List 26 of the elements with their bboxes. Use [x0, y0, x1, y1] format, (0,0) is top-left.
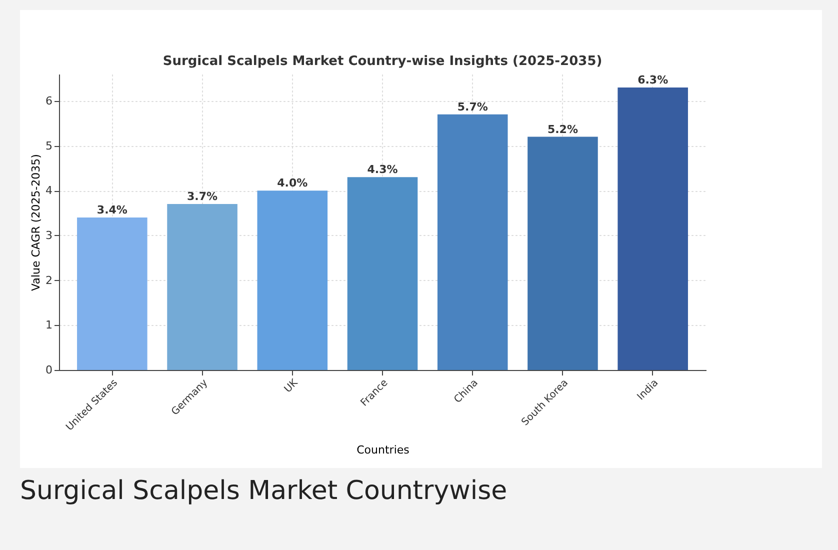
- y-tick-label: 5: [46, 139, 52, 152]
- bar: [528, 136, 598, 370]
- x-tick-label: UK: [282, 377, 300, 396]
- bar: [257, 190, 328, 370]
- y-tick-label: 4: [46, 184, 52, 198]
- data-label: 3.7%: [187, 190, 218, 204]
- y-tick-label: 1: [46, 318, 52, 332]
- data-label: 5.7%: [457, 100, 488, 114]
- bar: [347, 177, 418, 370]
- chart-title: Surgical Scalpels Market Country-wise Insights (2025-2035): [162, 54, 602, 69]
- bar: [167, 204, 238, 370]
- data-label: 4.0%: [277, 176, 308, 190]
- x-axis-title: Countries: [356, 443, 410, 456]
- y-axis-title: Value CAGR (2025-2035): [30, 154, 42, 291]
- bar: [437, 114, 508, 370]
- y-tick-label: 2: [46, 274, 52, 287]
- data-label: 3.4%: [96, 204, 128, 217]
- y-tick-label: 3: [46, 228, 52, 242]
- y-tick-label: 0: [46, 364, 52, 376]
- data-label: 6.3%: [638, 73, 668, 86]
- data-label: 4.3%: [367, 163, 398, 176]
- y-tick-label: 6: [46, 94, 52, 108]
- data-label: 5.2%: [547, 122, 578, 136]
- bar: [77, 218, 148, 370]
- bar: [618, 87, 688, 370]
- text: Surgical Scalpels Market Countrywise: [20, 476, 508, 506]
